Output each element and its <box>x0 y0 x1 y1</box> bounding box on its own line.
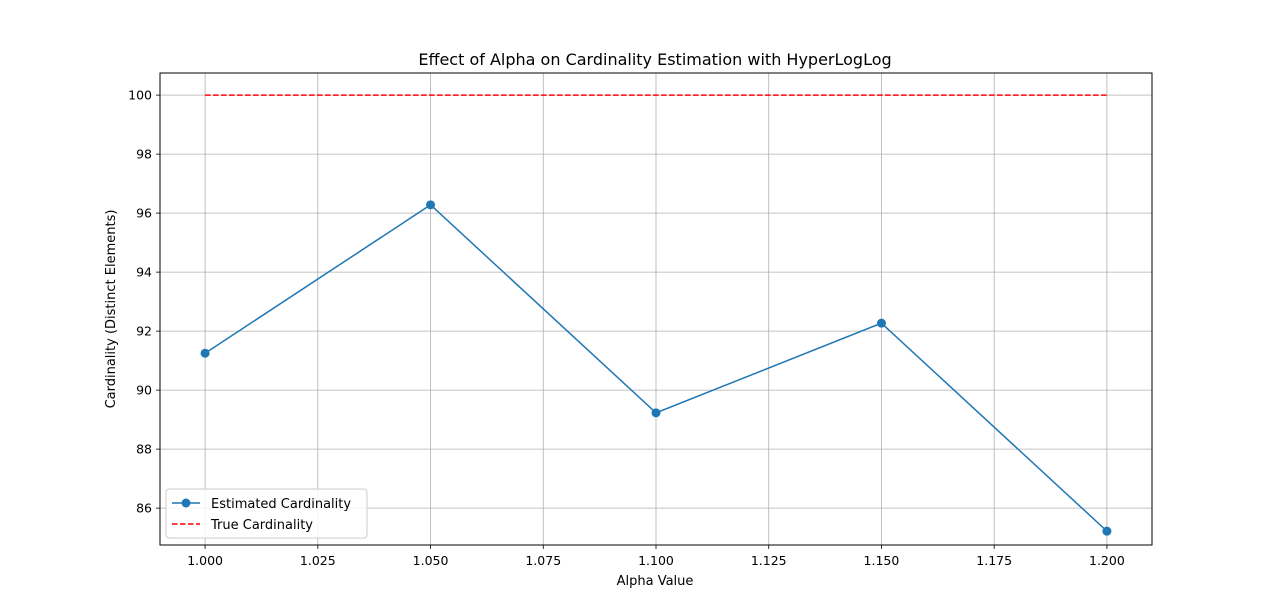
grid <box>160 73 1152 545</box>
y-tick-label: 98 <box>136 147 152 162</box>
x-tick-label: 1.075 <box>525 553 561 568</box>
x-tick-label: 1.025 <box>300 553 336 568</box>
y-axis-ticks: 86 88 90 92 94 96 98 100 <box>128 88 160 516</box>
estimated-cardinality-point <box>1102 526 1112 536</box>
chart-title: Effect of Alpha on Cardinality Estimatio… <box>418 50 891 69</box>
estimated-cardinality-point <box>876 318 886 328</box>
y-tick-label: 96 <box>136 206 152 221</box>
y-tick-label: 90 <box>136 383 152 398</box>
x-tick-label: 1.000 <box>187 553 223 568</box>
legend-estimated-marker <box>181 498 191 508</box>
x-tick-label: 1.100 <box>638 553 674 568</box>
x-tick-label: 1.050 <box>413 553 449 568</box>
y-tick-label: 88 <box>136 442 152 457</box>
y-tick-label: 94 <box>136 265 152 280</box>
legend-true-label: True Cardinality <box>210 518 313 533</box>
y-tick-label: 100 <box>128 88 152 103</box>
legend-box <box>165 488 368 539</box>
estimated-cardinality-point <box>651 408 661 418</box>
legend: Estimated Cardinality True Cardinality <box>165 488 368 539</box>
y-tick-label: 92 <box>136 324 152 339</box>
x-tick-label: 1.175 <box>976 553 1012 568</box>
plot-series <box>200 94 1112 536</box>
x-tick-label: 1.150 <box>864 553 900 568</box>
legend-estimated-label: Estimated Cardinality <box>211 497 351 512</box>
y-axis-label: Cardinality (Distinct Elements) <box>104 210 119 409</box>
estimated-cardinality-point <box>426 200 436 210</box>
y-tick-label: 86 <box>136 501 152 516</box>
estimated-cardinality-point <box>200 348 210 358</box>
x-axis-ticks: 1.000 1.025 1.050 1.075 1.100 1.125 1.150 1.175… <box>187 545 1125 568</box>
x-tick-label: 1.200 <box>1089 553 1125 568</box>
x-axis-label: Alpha Value <box>617 574 694 589</box>
x-tick-label: 1.125 <box>751 553 787 568</box>
